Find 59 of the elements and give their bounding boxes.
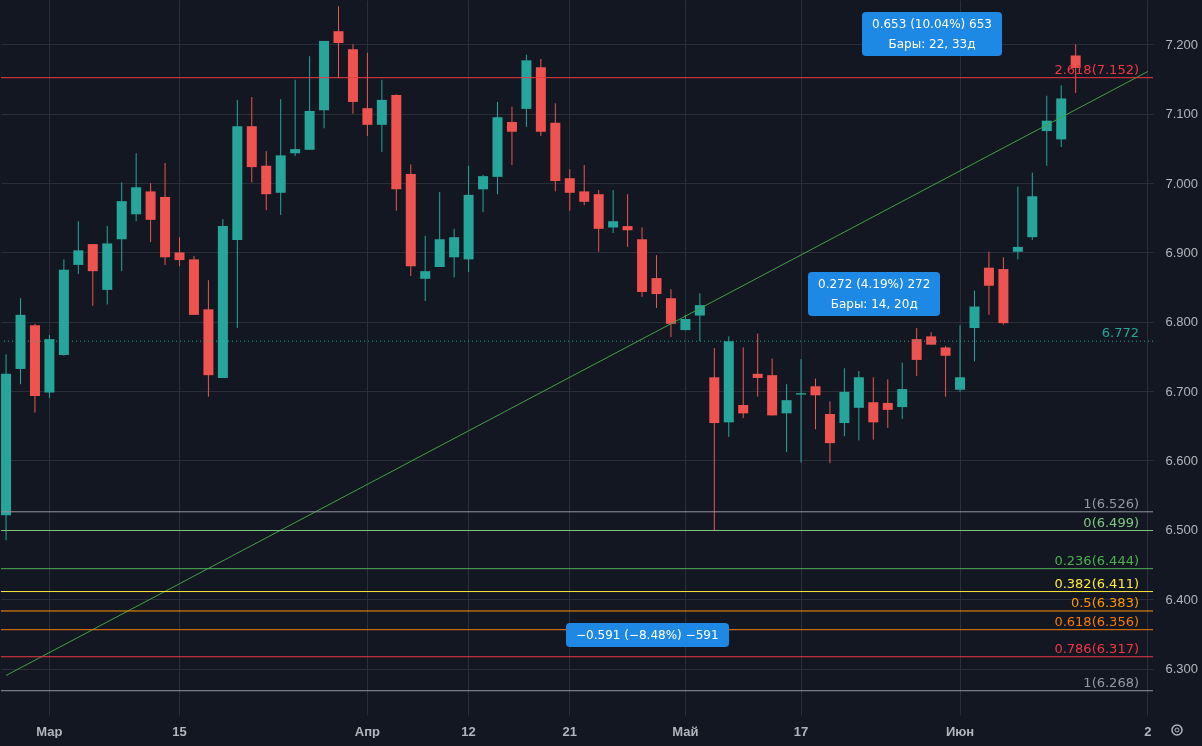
ref-line-label: 1(6.268) [1083, 674, 1139, 690]
candlestick [752, 333, 763, 398]
ref-line-label: 0.786(6.317) [1054, 640, 1139, 656]
ref-line-label: 0.382(6.411) [1054, 575, 1139, 591]
candlestick [622, 193, 633, 248]
ref-line-label: 0.5(6.383) [1070, 594, 1139, 610]
x-tick-label: 12 [461, 723, 476, 739]
x-tick-label: Май [672, 723, 699, 739]
annotation: −0.591 (−8.48%) −591 [576, 627, 719, 644]
x-tick-label: 2 [1144, 723, 1152, 739]
y-tick-label: 7.200 [1165, 36, 1199, 52]
candlestick [506, 106, 517, 166]
y-tick-label: 6.500 [1165, 522, 1199, 538]
candlestick [940, 345, 951, 398]
y-tick-label: 6.800 [1165, 314, 1199, 330]
x-tick-label: 21 [562, 723, 578, 739]
candlestick [608, 189, 619, 234]
candlestick [738, 346, 749, 419]
x-tick-label: 15 [172, 723, 187, 739]
ref-line-label: 0(6.499) [1083, 514, 1139, 530]
y-tick-label: 6.300 [1165, 661, 1199, 677]
candlestick [290, 79, 301, 157]
candlestick [564, 168, 575, 212]
candlestick [810, 378, 821, 430]
candlestick [911, 327, 922, 377]
y-tick-label: 6.600 [1165, 452, 1199, 468]
candlestick [333, 5, 344, 79]
x-tick-label: Июн [945, 723, 975, 739]
candlestick [1012, 186, 1023, 260]
candlestick [579, 164, 590, 206]
y-tick-label: 6.900 [1165, 244, 1199, 260]
annotation: 0.653 (10.04%) 653 [872, 16, 993, 33]
y-tick-label: 7.100 [1165, 106, 1199, 122]
candlestick [897, 362, 908, 420]
annotation: Бары: 14, 20д [829, 296, 919, 313]
candlestick [868, 376, 879, 441]
ref-line-label: 0.618(6.356) [1054, 613, 1139, 629]
candlestick [420, 235, 431, 302]
candlestick [362, 52, 373, 137]
y-tick-label: 7.000 [1165, 175, 1199, 191]
candlestick [449, 228, 460, 278]
candlestick [781, 383, 792, 453]
candlestick [882, 378, 893, 429]
y-tick-label: 6.700 [1165, 383, 1199, 399]
candlestick [983, 251, 994, 316]
ref-line-label: 6.772 [1101, 325, 1139, 341]
candlestick [796, 358, 807, 464]
candlestick [73, 220, 84, 275]
x-tick-label: Мар [36, 723, 63, 739]
x-tick-label: Апр [354, 723, 381, 739]
y-tick-label: 6.400 [1165, 591, 1199, 607]
ref-line-label: 1(6.526) [1083, 495, 1139, 511]
annotation: 0.272 (4.19%) 272 [818, 276, 931, 293]
candlestick [174, 236, 185, 267]
x-tick-label: 17 [793, 723, 809, 739]
ref-line-label: 0.236(6.444) [1054, 552, 1139, 568]
annotation: Бары: 22, 33д [887, 36, 977, 53]
candlestick [651, 254, 662, 309]
candlestick [478, 174, 489, 213]
